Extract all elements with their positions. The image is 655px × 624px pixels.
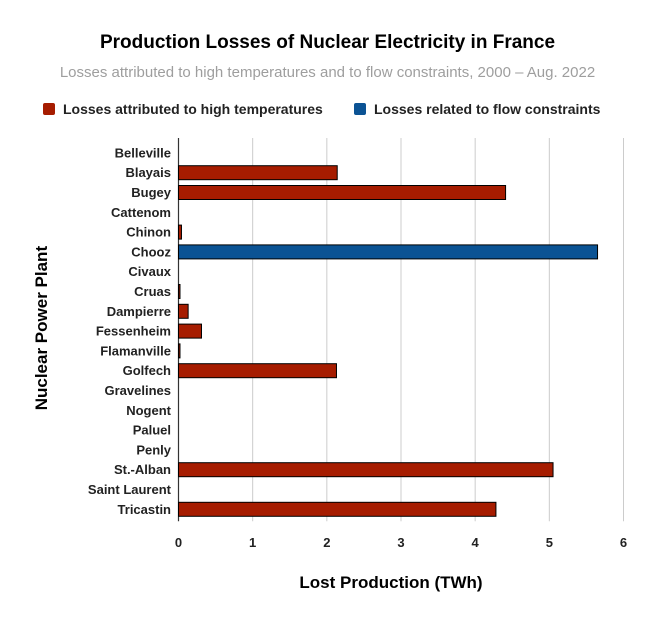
x-tick-label-5: 5 <box>546 535 553 550</box>
y-axis-title: Nuclear Power Plant <box>32 246 51 411</box>
category-label-0: Belleville <box>115 145 171 160</box>
legend-item-flow-constraints: Losses related to flow constraints <box>354 101 600 117</box>
category-label-1: Blayais <box>125 165 171 180</box>
category-label-2: Bugey <box>131 185 172 200</box>
x-axis-title: Lost Production (TWh) <box>299 573 482 592</box>
bar-series0-2 <box>178 185 507 200</box>
legend-swatch-high-temperatures <box>43 103 55 115</box>
x-tick-label-1: 1 <box>249 535 256 550</box>
x-tick-label-4: 4 <box>472 535 480 550</box>
category-label-16: St.-Alban <box>114 462 171 477</box>
bar-series0-9 <box>178 323 202 339</box>
bar-series0-8 <box>178 303 189 319</box>
bar-series1-5 <box>178 244 599 260</box>
category-label-10: Flamanville <box>100 343 171 358</box>
category-label-9: Fessenheim <box>96 324 171 339</box>
x-tick-label-0: 0 <box>175 535 182 550</box>
category-label-3: Cattenom <box>111 205 171 220</box>
category-label-15: Penly <box>136 442 171 457</box>
category-label-12: Gravelines <box>105 383 172 398</box>
category-label-7: Cruas <box>134 284 171 299</box>
category-label-13: Nogent <box>126 403 171 418</box>
bar-series0-10 <box>178 343 181 359</box>
category-label-14: Paluel <box>133 423 171 438</box>
bar-series0-4 <box>178 224 182 240</box>
bar-series0-7 <box>178 284 181 299</box>
category-label-8: Dampierre <box>107 304 171 319</box>
legend-label-high-temperatures: Losses attributed to high temperatures <box>63 101 323 117</box>
chart-title: Production Losses of Nuclear Electricity… <box>99 32 556 53</box>
bar-series0-16 <box>178 462 554 478</box>
category-label-18: Tricastin <box>118 502 172 517</box>
category-label-17: Saint Laurent <box>88 482 172 497</box>
legend: Losses attributed to high temperatures L… <box>0 101 655 121</box>
legend-swatch-flow-constraints <box>354 103 366 115</box>
legend-item-high-temperatures: Losses attributed to high temperatures <box>43 101 323 117</box>
x-tick-label-2: 2 <box>323 535 330 550</box>
category-label-5: Chooz <box>131 244 171 259</box>
bar-series0-11 <box>178 363 337 379</box>
category-label-4: Chinon <box>126 225 171 240</box>
bar-series0-1 <box>178 165 338 181</box>
bar-series0-18 <box>178 501 497 517</box>
legend-label-flow-constraints: Losses related to flow constraints <box>374 101 601 117</box>
x-tick-label-3: 3 <box>397 535 404 550</box>
x-tick-label-6: 6 <box>620 535 627 550</box>
chart-subtitle: Losses attributed to high temperatures a… <box>59 64 596 81</box>
category-label-11: Golfech <box>123 363 171 378</box>
category-label-6: Civaux <box>128 264 171 279</box>
